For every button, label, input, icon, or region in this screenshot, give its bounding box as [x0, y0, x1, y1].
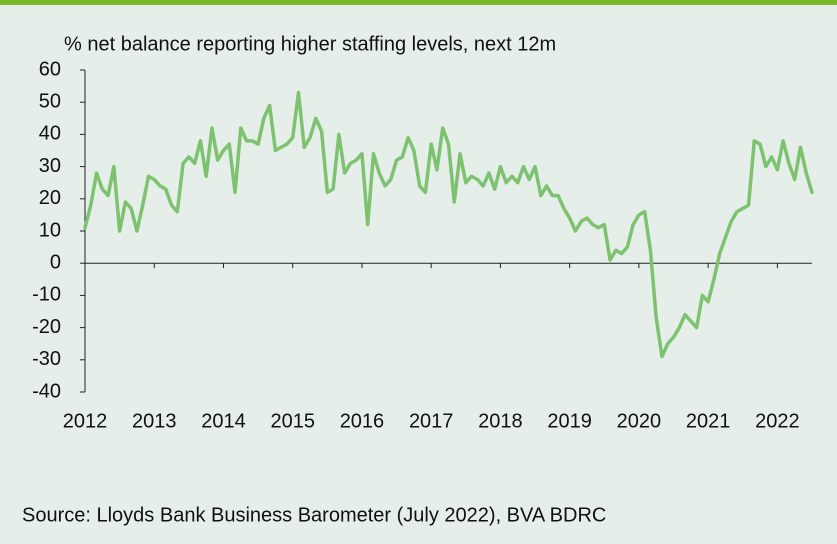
y-tick-label: -30	[32, 348, 61, 370]
x-tick-label: 2012	[63, 410, 108, 432]
source: Source: Lloyds Bank Business Barometer (…	[22, 504, 606, 526]
data-line	[83, 90, 814, 359]
x-tick-label: 2019	[547, 410, 592, 432]
x-tick-label: 2015	[270, 410, 315, 432]
y-tick-label: -10	[32, 284, 61, 306]
x-tick-label: 2017	[409, 410, 454, 432]
x-tick-label: 2013	[132, 410, 177, 432]
x-tick-label: 2020	[617, 410, 662, 432]
x-tick-label: 2016	[340, 410, 385, 432]
x-tick-label: 2022	[755, 410, 800, 432]
y-tick-label: 20	[39, 187, 61, 209]
y-tick-label: 30	[39, 155, 61, 177]
x-tick-label: 2014	[201, 410, 246, 432]
top-bar	[0, 0, 837, 5]
y-tick-label: -20	[32, 316, 61, 338]
y-tick-label: 10	[39, 219, 61, 241]
y-tick-label: 50	[39, 90, 61, 112]
y-tick-label: 40	[39, 123, 61, 145]
x-tick-label: 2021	[686, 410, 731, 432]
y-tick-label: -40	[32, 380, 61, 402]
y-tick-label: 60	[39, 58, 61, 80]
y-tick-label: 0	[50, 251, 61, 273]
x-tick-label: 2018	[478, 410, 523, 432]
chart-title: % net balance reporting higher staffing …	[64, 33, 556, 55]
